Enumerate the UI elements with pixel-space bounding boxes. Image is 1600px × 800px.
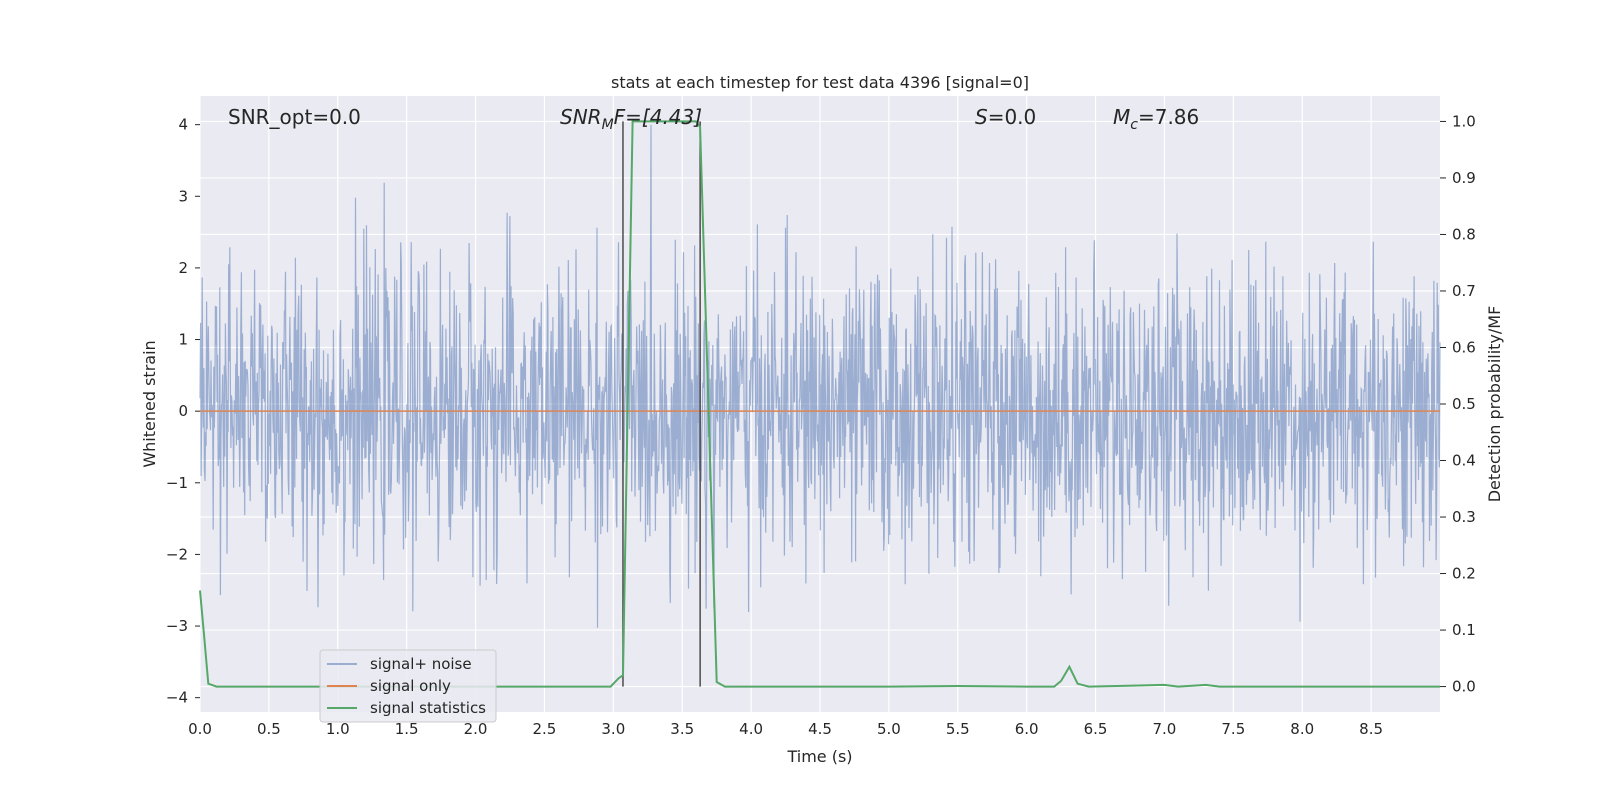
annotation-snr-mf: SNRMF=[4.43] [560, 105, 702, 133]
x-tick-label: 5.0 [877, 720, 901, 738]
y-axis-right-ticks: 0.0 0.1 0.2 0.3 0.4 0.5 0.6 0.7 0.8 0.9 1.0 [1440, 112, 1476, 696]
x-tick-label: 8.5 [1359, 720, 1383, 738]
y-right-tick-label: 0.0 [1452, 678, 1476, 696]
x-tick-label: 1.5 [395, 720, 419, 738]
y-right-tick-label: 0.7 [1452, 282, 1476, 300]
x-tick-label: 4.5 [808, 720, 832, 738]
y-tick-label: 2 [178, 259, 188, 277]
x-tick-label: 8.0 [1290, 720, 1314, 738]
y-right-tick-label: 0.3 [1452, 508, 1476, 526]
x-tick-label: 6.0 [1015, 720, 1039, 738]
y-right-tick-label: 0.5 [1452, 395, 1476, 413]
y-axis-right-label: Detection probability/MF [1485, 306, 1504, 503]
legend-label-signal-noise: signal+ noise [370, 655, 472, 673]
x-tick-label: 0.0 [188, 720, 212, 738]
y-right-tick-label: 0.2 [1452, 565, 1476, 583]
y-right-tick-label: 0.6 [1452, 338, 1476, 356]
x-tick-label: 2.5 [533, 720, 557, 738]
annotation-snr-opt: SNR_opt=0.0 [228, 105, 361, 129]
legend: signal+ noise signal only signal statist… [319, 649, 497, 723]
x-tick-label: 6.5 [1084, 720, 1108, 738]
y-right-tick-label: 1.0 [1452, 112, 1476, 130]
annotation-s: S=0.0 [975, 105, 1036, 129]
y-right-tick-label: 0.4 [1452, 452, 1476, 470]
x-axis-ticks: 0.0 0.5 1.0 1.5 2.0 2.5 3.0 3.5 4.0 4.5 5.0 5.5 6.0 6… [188, 720, 1383, 738]
annotation-mc: Mc=7.86 [1113, 105, 1199, 133]
y-right-tick-label: 0.1 [1452, 621, 1476, 639]
legend-box [319, 649, 497, 723]
y-axis-label: Whitened strain [140, 340, 159, 467]
x-tick-label: 2.0 [464, 720, 488, 738]
legend-label-signal-statistics: signal statistics [370, 699, 486, 717]
y-axis-ticks: −4 −3 −2 −1 0 1 2 3 4 [166, 116, 200, 707]
y-tick-label: −3 [166, 617, 188, 635]
y-tick-label: −2 [166, 545, 188, 563]
x-tick-label: 5.5 [946, 720, 970, 738]
x-tick-label: 4.0 [739, 720, 763, 738]
series-signal-noise [199, 124, 1441, 628]
x-tick-label: 1.0 [326, 720, 350, 738]
chart-title: stats at each timestep for test data 439… [611, 73, 1029, 92]
y-tick-label: 4 [178, 116, 188, 134]
y-tick-label: 0 [178, 402, 188, 420]
y-tick-label: 1 [178, 331, 188, 349]
signal-noise-trace [199, 124, 1441, 628]
legend-label-signal-only: signal only [370, 677, 451, 695]
x-tick-label: 3.0 [601, 720, 625, 738]
vertical-markers [622, 121, 701, 687]
x-tick-label: 0.5 [257, 720, 281, 738]
x-tick-label: 3.5 [670, 720, 694, 738]
x-axis-label: Time (s) [786, 747, 852, 766]
y-right-tick-label: 0.9 [1452, 169, 1476, 187]
y-tick-label: 3 [178, 187, 188, 205]
x-tick-label: 7.5 [1221, 720, 1245, 738]
y-tick-label: −1 [166, 474, 188, 492]
y-tick-label: −4 [166, 689, 188, 707]
x-tick-label: 7.0 [1153, 720, 1177, 738]
y-right-tick-label: 0.8 [1452, 225, 1476, 243]
